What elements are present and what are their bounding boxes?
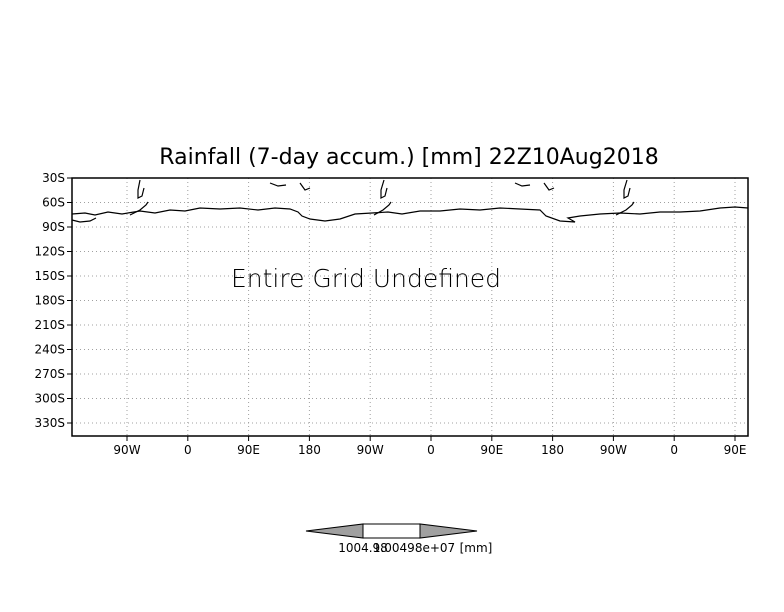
s-america-tip-1	[137, 179, 145, 199]
s-america-tip-2	[380, 179, 388, 199]
x-tick-label: 90E	[480, 443, 503, 457]
chart-title: Rainfall (7-day accum.) [mm] 22Z10Aug201…	[159, 145, 658, 170]
x-tick-label: 180	[541, 443, 564, 457]
islands-2	[514, 182, 531, 187]
y-tick-label: 180S	[34, 294, 65, 308]
antarctica-coast-1	[71, 206, 749, 223]
x-tick-label: 0	[184, 443, 192, 457]
y-tick-label: 300S	[34, 392, 65, 406]
africa-fragment-2	[543, 182, 555, 191]
plot-area	[71, 177, 749, 437]
peninsula-3	[615, 201, 635, 216]
y-tick-label: 330S	[34, 416, 65, 430]
peninsula-2	[373, 201, 392, 216]
x-tick-label: 180	[298, 443, 321, 457]
colorbar-label-high: 1.00498e+07	[373, 541, 455, 555]
y-tick-label: 60S	[42, 196, 65, 210]
y-tick-label: 240S	[34, 343, 65, 357]
x-tick-label: 90E	[237, 443, 260, 457]
x-tick-label: 90W	[113, 443, 140, 457]
undefined-grid-message: Entire Grid Undefined	[231, 264, 501, 293]
antarctica-coast-2	[71, 217, 97, 223]
gridlines	[72, 178, 748, 436]
x-tick-label: 90W	[600, 443, 627, 457]
y-axis: 30S 60S 90S 120S 150S 180S 210S 240S 270S 300S 330…	[34, 171, 72, 430]
coastline	[71, 179, 749, 223]
y-tick-label: 210S	[34, 318, 65, 332]
plot-frame	[71, 177, 749, 437]
x-axis: 90W 0 90E 180 90W 0 90E 180 90W 0 90E	[113, 436, 746, 457]
x-tick-label: 0	[427, 443, 435, 457]
islands-1	[269, 182, 287, 187]
colorbar: 1004.98 1.00498e+07 [mm]	[305, 523, 493, 555]
y-tick-label: 120S	[34, 245, 65, 259]
colorbar-right-triangle	[419, 523, 478, 539]
y-tick-label: 30S	[42, 171, 65, 185]
s-america-tip-3	[623, 179, 631, 199]
x-tick-label: 90W	[357, 443, 384, 457]
colorbar-unit: [mm]	[460, 541, 493, 555]
colorbar-left-triangle	[305, 523, 364, 539]
x-tick-label: 90E	[724, 443, 747, 457]
colorbar-middle-box	[362, 523, 421, 539]
colorbar-label-low: 1004.98	[338, 541, 388, 555]
peninsula-1	[129, 201, 149, 216]
y-tick-label: 270S	[34, 367, 65, 381]
x-tick-label: 0	[670, 443, 678, 457]
y-tick-label: 150S	[34, 269, 65, 283]
africa-fragment-1	[299, 182, 311, 191]
y-tick-label: 90S	[42, 220, 65, 234]
